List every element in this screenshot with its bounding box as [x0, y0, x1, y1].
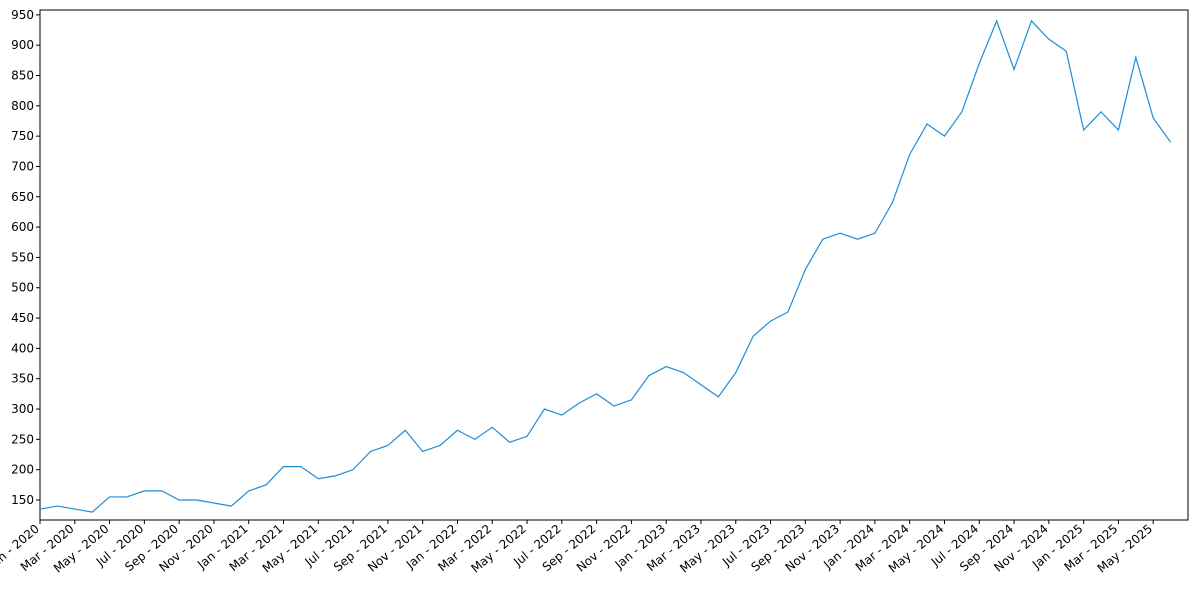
y-tick-label: 750 — [11, 129, 34, 143]
y-tick-label: 850 — [11, 68, 34, 82]
y-tick-label: 600 — [11, 220, 34, 234]
y-tick-label: 950 — [11, 8, 34, 22]
y-tick-label: 650 — [11, 190, 34, 204]
y-tick-label: 350 — [11, 372, 34, 386]
plot-frame — [39, 9, 1189, 521]
line — [39, 19, 1172, 513]
y-tick-label: 300 — [11, 402, 34, 416]
y-tick-label: 150 — [11, 493, 34, 507]
y-tick-label: 700 — [11, 159, 34, 173]
y-tick-label: 200 — [11, 463, 34, 477]
y-tick-label: 800 — [11, 99, 34, 113]
y-tick-label: 400 — [11, 341, 34, 355]
y-tick-label: 250 — [11, 432, 34, 446]
y-tick-label: 550 — [11, 250, 34, 264]
y-tick-label: 900 — [11, 38, 34, 52]
y-tick-label: 500 — [11, 281, 34, 295]
y-tick-label: 450 — [11, 311, 34, 325]
